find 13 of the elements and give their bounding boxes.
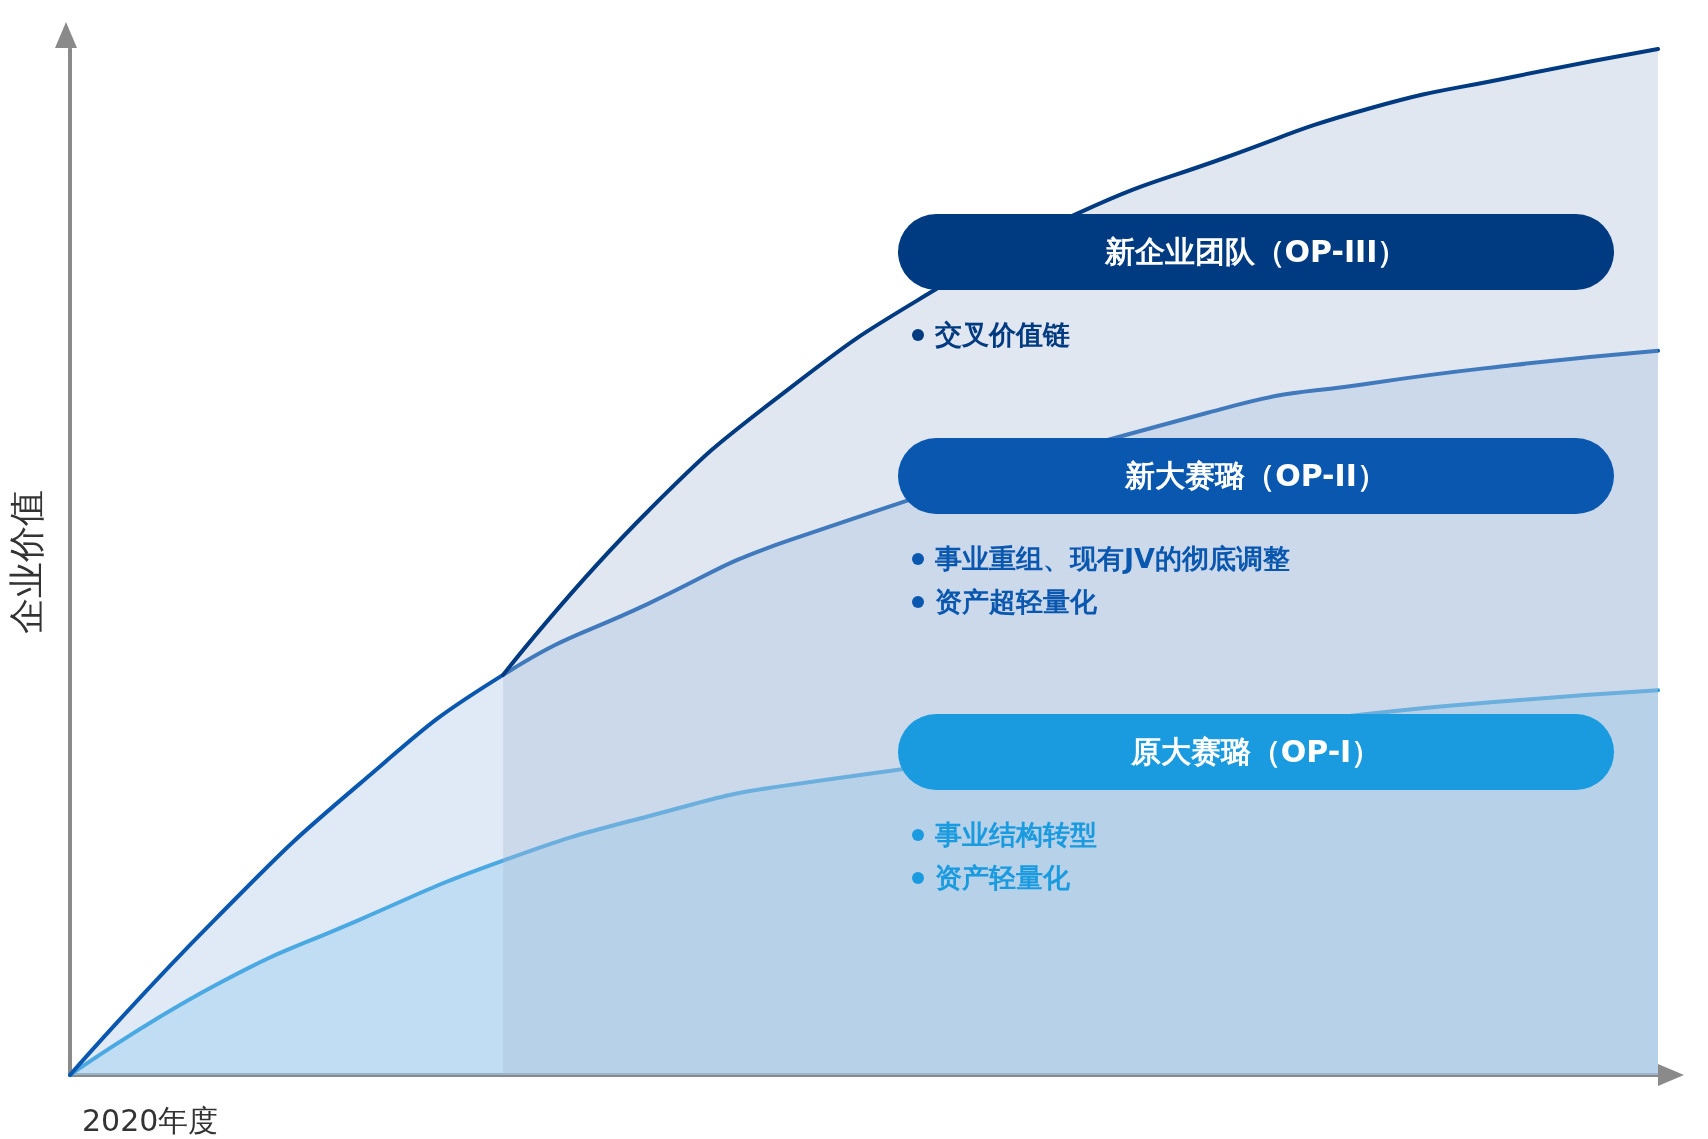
rounded-tag: 新企业团队（OP-III） (898, 214, 1614, 290)
rounded-tag: 新大赛璐（OP-II） (898, 438, 1614, 514)
annotation: 事业结构转型 (935, 818, 1097, 852)
annotation: 资产轻量化 (935, 861, 1070, 895)
annotation: 交叉价值链 (935, 318, 1070, 352)
series-label: 原大赛璐（OP-I） (1130, 732, 1382, 771)
y-axis-title: 企业价值 (5, 490, 47, 634)
annotation: 事业重组、现有JV的彻底调整 (935, 542, 1290, 576)
x-axis-title: 2020年度 (82, 1102, 219, 1138)
series-label: 新企业团队（OP-III） (1104, 232, 1408, 271)
rounded-tag: 原大赛璐（OP-I） (898, 714, 1614, 790)
series-label: 新大赛璐（OP-II） (1125, 456, 1387, 495)
annotation: 资产超轻量化 (935, 585, 1097, 619)
